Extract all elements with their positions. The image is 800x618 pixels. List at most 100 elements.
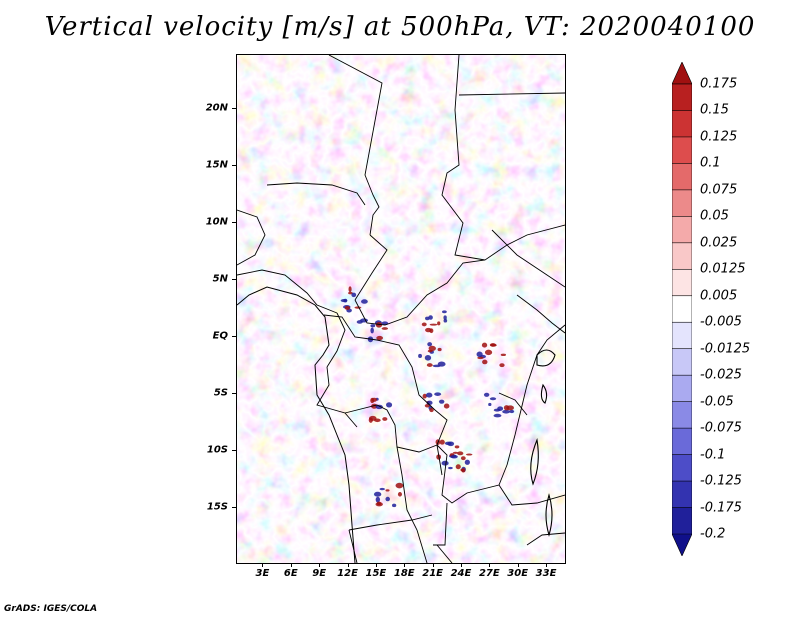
colorbar-segment (672, 163, 692, 191)
colorbar-label: -0.1 (700, 447, 726, 463)
colorbar-segment (672, 480, 692, 509)
colorbar-label: 0.005 (700, 288, 738, 304)
colorbar-segment (672, 454, 692, 482)
colorbar-label: 0.125 (700, 129, 738, 145)
hotspot-cell (452, 451, 459, 454)
hotspot-cell (370, 327, 374, 334)
axis-tick (290, 563, 292, 567)
hotspot-cell (370, 324, 376, 328)
hotspot-cell (397, 492, 403, 497)
hotspot-cell (437, 347, 442, 352)
hotspot-cell (382, 417, 388, 421)
colorbar-segment (672, 136, 692, 165)
colorbar-segment (672, 110, 692, 138)
hotspot-cell (448, 466, 453, 470)
lat-label: 5S (213, 387, 228, 399)
lon-label: 3E (255, 568, 270, 579)
axis-tick (232, 221, 236, 223)
colorbar-segments (672, 62, 692, 556)
colorbar-segment (672, 507, 692, 535)
hotspot-cell (502, 409, 511, 414)
hotspot-cell (426, 363, 433, 367)
hotspot-cell (481, 342, 488, 348)
colorbar-label: -0.0125 (700, 341, 751, 357)
hotspot-cell (437, 321, 441, 326)
hotspot-cell (425, 327, 432, 333)
hotspot-cell (343, 298, 348, 303)
axis-tick (489, 563, 491, 567)
hotspot-cell (488, 402, 492, 407)
map-panel (236, 54, 566, 564)
colorbar-label: 0.025 (700, 235, 738, 251)
hotspot-cell (499, 363, 505, 368)
hotspot-cell (464, 459, 470, 465)
coastline (237, 286, 356, 563)
lon-label: 21E (422, 568, 443, 579)
hotspot-cell (371, 397, 378, 402)
hotspot-cell (361, 299, 368, 304)
hotspot-cell (354, 306, 362, 309)
colorbar-label: 0.075 (700, 182, 738, 198)
hotspot-cell (483, 392, 490, 397)
hotspot-cell (395, 482, 404, 489)
colorbar-label: -0.025 (700, 367, 742, 383)
hotspot-cell (429, 408, 434, 413)
axis-tick (232, 507, 236, 509)
lon-label: 6E (283, 568, 298, 579)
colorbar (672, 62, 692, 556)
hotspot-cell (421, 322, 427, 327)
hotspot-cell (369, 415, 377, 421)
colorbar-segment (672, 295, 692, 324)
hotspot-cell (385, 489, 390, 492)
lon-label: 15E (365, 568, 387, 579)
axis-tick (232, 335, 236, 337)
axis-tick (262, 563, 264, 567)
lon-label: 33E (535, 568, 557, 579)
hotspot-cell (509, 409, 515, 414)
hotspot-cell (460, 456, 466, 461)
colorbar-segment (672, 321, 692, 350)
hotspot-cell (348, 286, 352, 293)
hotspot-cell (344, 306, 351, 310)
hotspot-cell (425, 392, 433, 398)
colorbar-label: 0.05 (700, 208, 729, 224)
lon-label: 12E (337, 568, 358, 579)
colorbar-label: 0.0125 (700, 261, 746, 277)
hotspot-cell (351, 292, 357, 298)
axis-tick (460, 563, 462, 567)
hotspot-cell (465, 453, 473, 456)
hotspot-cell (428, 315, 433, 320)
axis-tick (232, 107, 236, 109)
grads-credit: GrADS: IGES/COLA (4, 604, 98, 614)
hotspot-cell (429, 323, 438, 326)
vertical-velocity-field (237, 55, 565, 563)
hotspot-cell (375, 496, 381, 503)
lat-label: 15N (205, 159, 228, 171)
axis-tick (232, 278, 236, 280)
lon-label: 24E (450, 568, 472, 579)
hotspot-cell (427, 342, 433, 347)
axis-tick (232, 450, 236, 452)
axis-tick (232, 164, 236, 166)
hotspot-cell (381, 327, 389, 330)
axis-tick (319, 563, 321, 567)
hotspot-cell (455, 464, 461, 470)
hotspot-cell (438, 399, 445, 404)
lat-label: 15S (206, 501, 228, 513)
colorbar-segment (672, 62, 692, 85)
colorbar-segment (672, 401, 692, 429)
lat-label: 10N (205, 216, 228, 228)
noise-field (237, 55, 565, 563)
hotspot-cell (441, 460, 449, 466)
hotspot-cell (424, 355, 432, 361)
hotspot-cell (439, 439, 445, 445)
hotspot-cell (442, 310, 447, 314)
hotspot-cell (432, 364, 441, 368)
colorbar-segment (672, 348, 692, 376)
lat-label: 10S (206, 444, 228, 456)
hotspot-cell (454, 445, 460, 449)
hotspot-cell (434, 392, 442, 396)
colorbar-label: -0.175 (700, 500, 742, 516)
hotspot-cell (476, 351, 483, 358)
lon-label: 30E (507, 568, 529, 579)
